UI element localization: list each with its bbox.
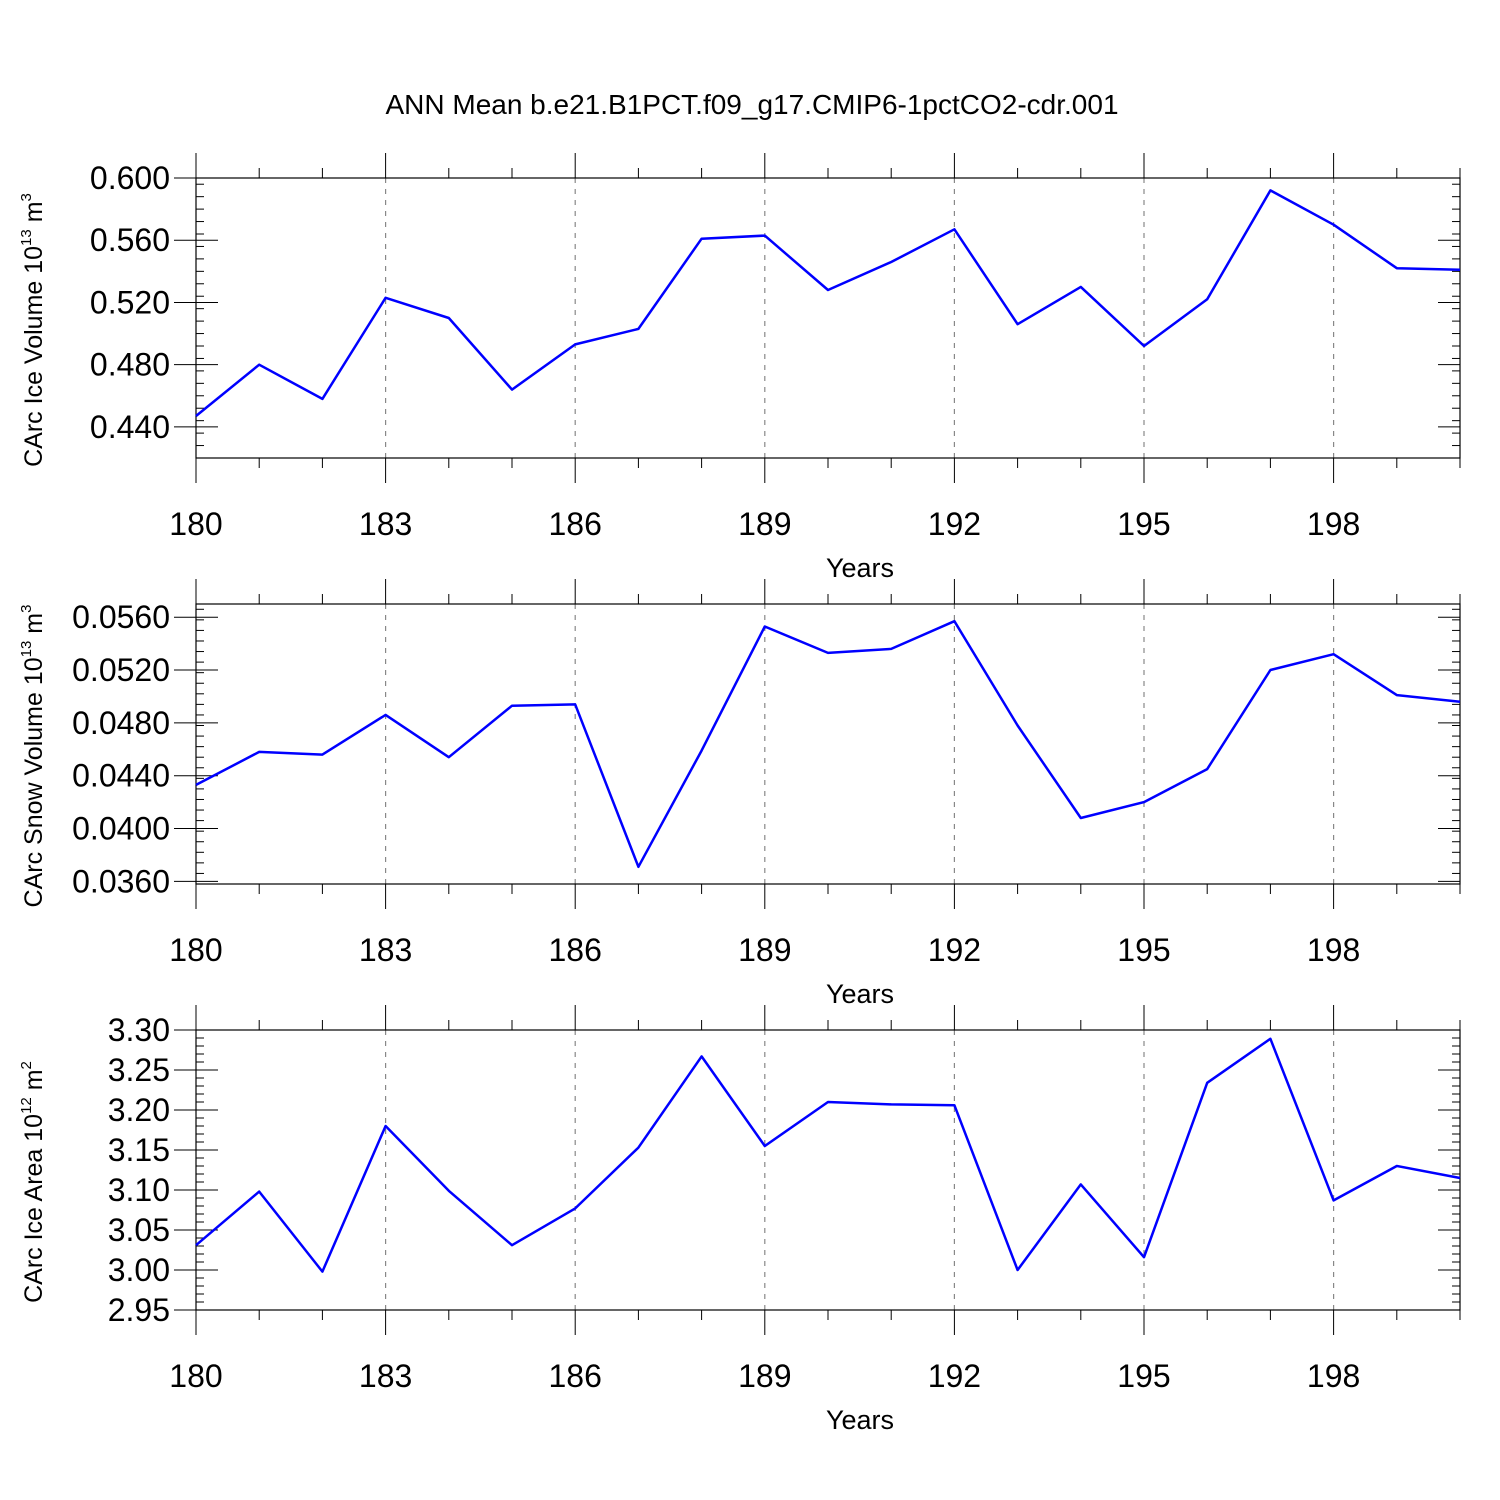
x-tick-label: 180 [169, 1358, 222, 1394]
y-tick-label: 3.10 [108, 1172, 170, 1208]
y-tick-label: 0.440 [90, 409, 170, 445]
x-tick-label: 183 [359, 506, 412, 542]
y-axis-title-sup1: 13 [18, 641, 35, 658]
x-tick-label: 192 [928, 1358, 981, 1394]
y-axis-title: CArc Ice Volume 1013 m3 [18, 193, 48, 467]
y-tick-label: 0.0560 [72, 599, 170, 635]
x-axis-title: Years [826, 553, 894, 583]
y-axis-title-sup1: 13 [18, 229, 35, 246]
y-tick-label: 3.20 [108, 1092, 170, 1128]
y-tick-label: 0.520 [90, 284, 170, 320]
x-tick-label: 198 [1307, 932, 1360, 968]
y-axis-title-sup2: 2 [18, 1061, 35, 1069]
x-tick-label: 189 [738, 506, 791, 542]
x-axis-title: Years [826, 1405, 894, 1435]
series-line-1 [195, 189, 1461, 417]
y-tick-label: 0.0400 [72, 811, 170, 847]
x-tick-label: 186 [549, 1358, 602, 1394]
y-axis-title-mid: m [20, 1069, 48, 1097]
plot-frame [195, 603, 1461, 885]
y-axis-title-main: CArc Snow Volume 10 [20, 657, 48, 907]
y-tick-label: 0.0440 [72, 758, 170, 794]
panel-2: 0.0360 0.0400 0.0440 0.0480 0.0520 0.0560 180 1… [18, 579, 1461, 1009]
y-axis-title-mid: m [20, 613, 48, 641]
x-tick-label: 189 [738, 1358, 791, 1394]
x-tick-label: 183 [359, 932, 412, 968]
series-line-2 [195, 619, 1461, 869]
x-axis-title: Years [826, 979, 894, 1009]
y-tick-label: 3.30 [108, 1012, 170, 1048]
x-tick-label: 189 [738, 932, 791, 968]
y-axis-title-mid: m [20, 201, 48, 229]
y-tick-label: 3.25 [108, 1052, 170, 1088]
y-tick-label: 0.0360 [72, 863, 170, 899]
panel-3: 2.95 3.00 3.05 3.10 3.15 3.20 3.25 3.30 180 183 18… [18, 1005, 1461, 1435]
series-line-3 [195, 1037, 1461, 1273]
y-axis-title-sup2: 3 [18, 605, 35, 613]
x-tick-label: 195 [1117, 932, 1170, 968]
y-axis-title-main: CArc Ice Area 10 [20, 1114, 48, 1303]
x-tick-label: 186 [549, 506, 602, 542]
y-axis-title-sup2: 3 [18, 193, 35, 201]
plot-frame [195, 177, 1461, 459]
x-tick-label: 180 [169, 506, 222, 542]
x-tick-label: 198 [1307, 1358, 1360, 1394]
x-tick-label: 195 [1117, 506, 1170, 542]
y-axis-title-sup1: 12 [18, 1097, 35, 1114]
y-tick-label: 0.0480 [72, 705, 170, 741]
y-axis-title-main: CArc Ice Volume 10 [20, 246, 48, 467]
panel-1: 0.440 0.480 0.520 0.560 0.600 180 183 186 189 192… [18, 153, 1461, 583]
x-tick-label: 180 [169, 932, 222, 968]
x-tick-label: 198 [1307, 506, 1360, 542]
y-tick-label: 3.05 [108, 1212, 170, 1248]
figure-title: ANN Mean b.e21.B1PCT.f09_g17.CMIP6-1pctC… [385, 89, 1118, 120]
x-tick-label: 183 [359, 1358, 412, 1394]
y-tick-label: 0.600 [90, 160, 170, 196]
y-axis-title: CArc Ice Area 1012 m2 [18, 1061, 48, 1303]
x-tick-label: 192 [928, 506, 981, 542]
y-axis-title: CArc Snow Volume 1013 m3 [18, 605, 48, 908]
x-tick-label: 192 [928, 932, 981, 968]
plot-frame [195, 1029, 1461, 1311]
y-tick-label: 3.00 [108, 1252, 170, 1288]
x-tick-label: 186 [549, 932, 602, 968]
y-tick-label: 0.560 [90, 222, 170, 258]
y-tick-label: 0.0520 [72, 652, 170, 688]
y-tick-label: 0.480 [90, 347, 170, 383]
y-tick-label: 3.15 [108, 1132, 170, 1168]
x-tick-label: 195 [1117, 1358, 1170, 1394]
y-tick-label: 2.95 [108, 1292, 170, 1328]
